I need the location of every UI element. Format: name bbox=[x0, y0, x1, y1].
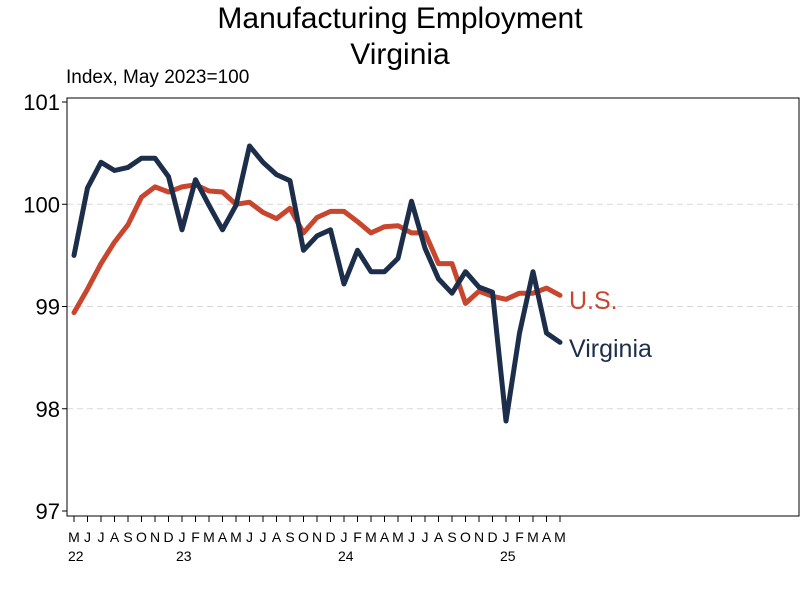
x-year-label: 23 bbox=[176, 548, 192, 564]
x-tick-label: F bbox=[191, 529, 200, 545]
chart-title-line-1: Manufacturing Employment bbox=[217, 2, 583, 35]
series-line-virginia bbox=[71, 143, 563, 424]
series-label-us: U.S. bbox=[569, 287, 618, 315]
x-tick-label: A bbox=[272, 529, 282, 545]
x-tick-label: M bbox=[392, 529, 404, 545]
x-tick-label: A bbox=[434, 529, 444, 545]
x-tick-label: D bbox=[487, 529, 497, 545]
x-tick-label: J bbox=[408, 529, 415, 545]
x-tick-label: J bbox=[246, 529, 253, 545]
x-tick-label: O bbox=[460, 529, 471, 545]
x-tick-label: S bbox=[285, 529, 294, 545]
x-tick-label: O bbox=[298, 529, 309, 545]
x-tick-label: N bbox=[312, 529, 322, 545]
series-label-virginia: Virginia bbox=[569, 335, 652, 363]
x-tick-label: J bbox=[260, 529, 267, 545]
y-tick-label: 99 bbox=[36, 295, 60, 320]
x-tick-label: M bbox=[230, 529, 242, 545]
x-tick-label: A bbox=[218, 529, 228, 545]
x-tick-label: F bbox=[353, 529, 362, 545]
x-tick-label: A bbox=[110, 529, 120, 545]
x-tick-label: J bbox=[341, 529, 348, 545]
y-tick-label: 98 bbox=[36, 397, 60, 422]
x-tick-label: S bbox=[447, 529, 456, 545]
y-tick-label: 100 bbox=[23, 192, 60, 217]
x-tick-label: F bbox=[515, 529, 524, 545]
x-tick-label: M bbox=[203, 529, 215, 545]
y-tick-label: 101 bbox=[23, 90, 60, 115]
x-tick-label: J bbox=[98, 529, 105, 545]
y-axis-label: Index, May 2023=100 bbox=[66, 67, 250, 88]
x-year-label: 24 bbox=[338, 548, 354, 564]
x-year-label: 22 bbox=[68, 548, 84, 564]
x-tick-label: N bbox=[474, 529, 484, 545]
x-tick-label: J bbox=[422, 529, 429, 545]
x-tick-label: N bbox=[150, 529, 160, 545]
x-tick-label: M bbox=[527, 529, 539, 545]
x-tick-label: S bbox=[123, 529, 132, 545]
x-tick-label: A bbox=[380, 529, 390, 545]
y-tick-label: 97 bbox=[36, 499, 60, 524]
x-tick-label: D bbox=[325, 529, 335, 545]
x-tick-label: J bbox=[503, 529, 510, 545]
x-tick-label: J bbox=[84, 529, 91, 545]
series-line-us bbox=[71, 182, 563, 316]
x-year-label: 25 bbox=[500, 548, 516, 564]
x-tick-label: J bbox=[179, 529, 186, 545]
x-tick-label: D bbox=[163, 529, 173, 545]
x-tick-label: A bbox=[542, 529, 552, 545]
x-tick-label: M bbox=[365, 529, 377, 545]
chart-title-line-2: Virginia bbox=[350, 38, 450, 71]
x-tick-label: M bbox=[68, 529, 80, 545]
x-tick-label: M bbox=[554, 529, 566, 545]
x-tick-label: O bbox=[136, 529, 147, 545]
